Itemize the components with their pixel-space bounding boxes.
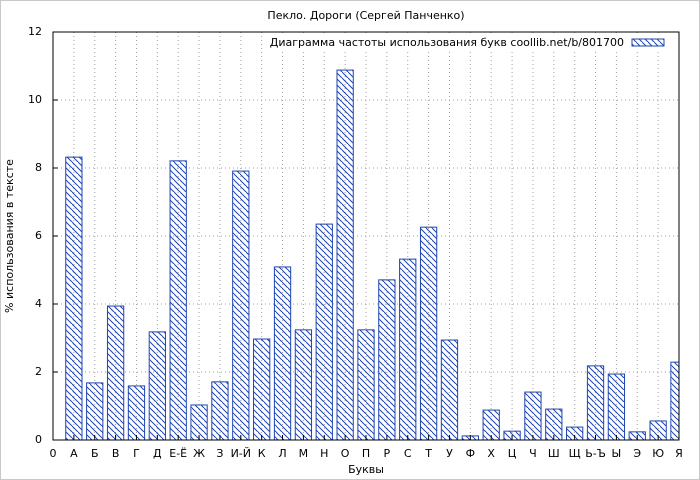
x-tick-label: Ж <box>193 447 205 460</box>
bar <box>586 365 605 440</box>
bar <box>127 385 146 440</box>
x-tick-label: Д <box>153 447 162 460</box>
legend-label: Диаграмма частоты использования букв coo… <box>270 36 624 49</box>
legend-background <box>282 34 676 52</box>
y-tick-label: 6 <box>35 229 42 242</box>
bar <box>65 156 83 440</box>
x-tick-label: М <box>299 447 309 460</box>
bar <box>232 170 250 440</box>
bar <box>253 338 271 440</box>
x-tick-label: Ы <box>612 447 622 460</box>
bar <box>524 391 542 440</box>
y-tick-label: 12 <box>28 25 42 38</box>
x-tick-label: Э <box>633 447 641 460</box>
bar <box>169 160 187 440</box>
bar <box>378 279 396 440</box>
bar <box>440 339 459 440</box>
x-tick-label: Е-Ё <box>169 447 187 460</box>
y-tick-label: 2 <box>35 365 42 378</box>
x-tick-label: Я <box>675 447 683 460</box>
x-tick-label: О <box>341 447 350 460</box>
x-tick-label: В <box>112 447 120 460</box>
x-tick-label: Х <box>487 447 495 460</box>
bar <box>419 226 438 440</box>
bar <box>607 373 626 440</box>
x-tick-label: Ю <box>652 447 664 460</box>
x-tick-label: 0 <box>50 447 57 460</box>
x-tick-label: А <box>70 447 78 460</box>
bar <box>190 404 208 440</box>
x-tick-label: Г <box>133 447 140 460</box>
legend: Диаграмма частоты использования букв coo… <box>270 34 676 52</box>
y-tick-label: 0 <box>35 433 42 446</box>
bar <box>211 381 229 440</box>
y-tick-label: 10 <box>28 93 42 106</box>
x-tick-label: Н <box>320 447 328 460</box>
x-tick-label: П <box>362 447 370 460</box>
x-tick-label: Р <box>384 447 391 460</box>
bar <box>273 266 292 440</box>
bar <box>106 305 125 440</box>
x-tick-label: Ч <box>529 447 537 460</box>
bar <box>148 331 166 440</box>
x-tick-label: Ш <box>548 447 560 460</box>
bar <box>399 258 417 440</box>
legend-swatch <box>631 38 665 47</box>
x-tick-label: Т <box>424 447 432 460</box>
x-tick-label: У <box>446 447 453 460</box>
chart-title: Пекло. Дороги (Сергей Панченко) <box>267 9 464 22</box>
y-tick-label: 4 <box>35 297 42 310</box>
x-tick-label: Щ <box>569 447 581 460</box>
bar <box>86 382 104 440</box>
x-tick-label: Ь-Ъ <box>585 447 606 460</box>
y-axis-label: % использования в тексте <box>3 159 16 313</box>
x-tick-label: С <box>404 447 412 460</box>
bar <box>294 329 313 440</box>
x-tick-label: Ц <box>508 447 517 460</box>
bars <box>65 69 679 440</box>
x-tick-label: И-Й <box>231 447 251 460</box>
bar <box>357 329 375 440</box>
x-axis-label: Буквы <box>348 463 384 476</box>
y-tick-label: 8 <box>35 161 42 174</box>
bar <box>336 69 354 440</box>
x-tick-label: Л <box>278 447 286 460</box>
bar <box>315 223 333 440</box>
x-tick-label: К <box>258 447 266 460</box>
x-tick-label: Б <box>91 447 99 460</box>
x-tick-label: З <box>216 447 223 460</box>
x-tick-label: Ф <box>466 447 475 460</box>
